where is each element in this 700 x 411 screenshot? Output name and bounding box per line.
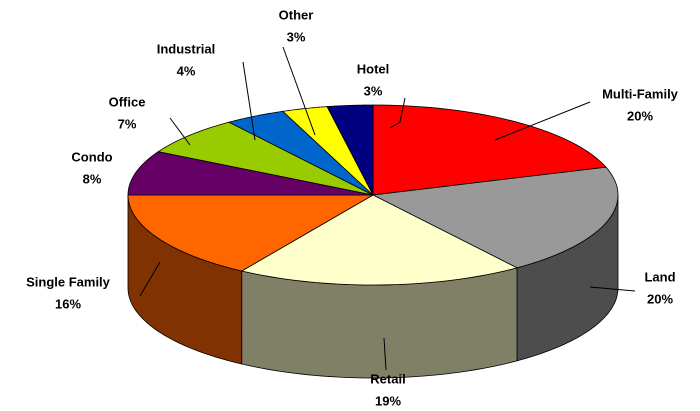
- slice-label: Multi-Family: [602, 86, 679, 101]
- value-label: 16%: [55, 296, 81, 311]
- value-label: 8%: [83, 171, 102, 186]
- slice: [372, 104, 607, 196]
- slice: [127, 194, 375, 272]
- leader-line: [383, 337, 387, 371]
- leader-line: [282, 46, 316, 136]
- slice-label: Condo: [71, 149, 112, 164]
- slice: [227, 110, 374, 196]
- leader-line: [494, 101, 591, 141]
- value-label: 3%: [364, 83, 383, 98]
- leader-line: [242, 61, 256, 141]
- slice: [281, 106, 374, 196]
- leader-line: [169, 117, 191, 146]
- slice-label: Single Family: [26, 274, 111, 289]
- slice-label: Other: [279, 7, 314, 22]
- slice: [157, 121, 374, 196]
- leader-line: [589, 286, 636, 292]
- slice: [240, 194, 519, 286]
- value-label: 19%: [375, 393, 401, 408]
- value-label: 7%: [118, 116, 137, 131]
- value-label: 4%: [177, 63, 196, 78]
- value-label: 20%: [627, 108, 653, 123]
- slice-label: Retail: [370, 371, 405, 386]
- slice-label: Land: [644, 269, 675, 284]
- value-label: 3%: [287, 29, 306, 44]
- value-label: 20%: [647, 291, 673, 306]
- slice-label: Office: [109, 94, 146, 109]
- slice: [371, 166, 619, 269]
- slice-label: Industrial: [157, 41, 216, 56]
- slice: [127, 151, 374, 196]
- leader-line: [139, 261, 161, 297]
- leader-line: [389, 97, 406, 129]
- slice-label: Hotel: [357, 61, 390, 76]
- slice: [326, 104, 374, 196]
